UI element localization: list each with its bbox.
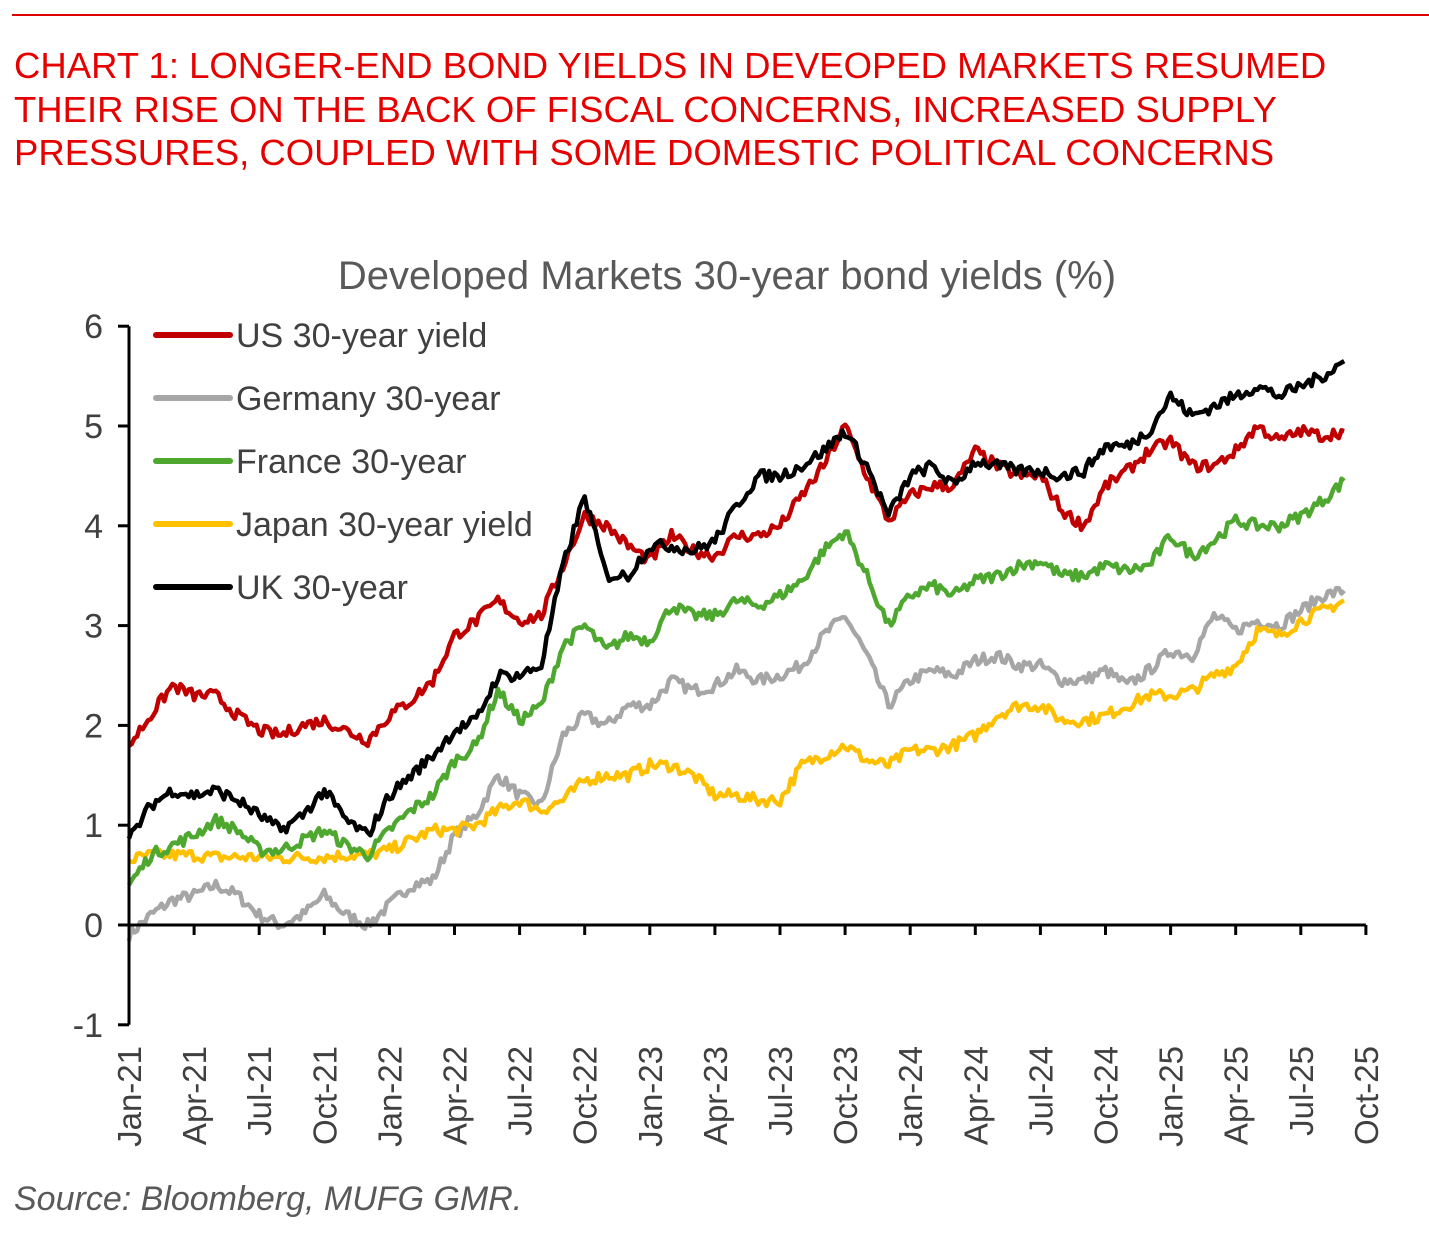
x-tick-label: Jan-24: [892, 1046, 929, 1147]
x-tick-label: Jan-22: [371, 1046, 408, 1147]
x-tick-label: Jul-25: [1283, 1046, 1320, 1136]
x-tick-label: Apr-24: [957, 1046, 994, 1145]
x-tick-label: Oct-22: [567, 1046, 604, 1145]
series-line-us-30-year-yield: [127, 422, 1345, 749]
x-tick-label: Oct-25: [1348, 1046, 1385, 1145]
y-tick-label: 4: [84, 508, 103, 546]
legend-label: France 30-year: [236, 443, 467, 481]
x-tick-label: Jul-22: [502, 1046, 539, 1136]
top-rule: [12, 14, 1429, 16]
source-note: Source: Bloomberg, MUFG GMR.: [14, 1180, 523, 1218]
series-layer: [126, 359, 1346, 942]
x-tick-label: Oct-21: [306, 1046, 343, 1145]
x-tick-label: Apr-21: [176, 1046, 213, 1145]
y-tick-label: 2: [84, 707, 103, 745]
legend-label: Germany 30-year: [236, 380, 501, 418]
y-tick-label: 3: [84, 608, 103, 646]
y-tick-label: -1: [73, 1007, 103, 1045]
chart-title: Developed Markets 30-year bond yields (%…: [338, 254, 1116, 298]
x-tick-label: Jul-24: [1022, 1046, 1059, 1136]
legend-label: US 30-year yield: [236, 317, 487, 355]
x-tick-label: Jan-23: [632, 1046, 669, 1147]
chart-headline: CHART 1: LONGER-END BOND YIELDS IN DEVEO…: [14, 45, 1327, 173]
y-tick-label: 1: [84, 807, 103, 845]
x-tick-label: Jan-25: [1153, 1046, 1190, 1147]
x-tick-label: Apr-22: [437, 1046, 474, 1145]
x-tick-label: Oct-23: [827, 1046, 864, 1145]
x-tick-label: Jul-23: [762, 1046, 799, 1136]
series-line-germany-30-year: [126, 585, 1346, 942]
legend: US 30-year yield Germany 30-year France 30…: [153, 317, 533, 607]
series-line-japan-30-year-yield: [128, 598, 1345, 865]
y-tick-label: 5: [84, 408, 103, 446]
axes: -1 0 1 2 3 4 5 6 Jan-21 Apr-21 Jul-21 Oct-21 Jan-22 A…: [73, 308, 1385, 1147]
x-tick-label: Apr-25: [1218, 1046, 1255, 1145]
x-tick-label: Oct-24: [1088, 1046, 1125, 1145]
y-tick-label: 0: [84, 907, 103, 945]
y-tick-label: 6: [84, 308, 103, 346]
x-tick-label: Jul-21: [241, 1046, 278, 1136]
series-line-uk-30-year: [126, 359, 1346, 840]
x-tick-label: Jan-21: [111, 1046, 148, 1147]
series-line-france-30-year: [127, 476, 1346, 887]
legend-label: Japan 30-year yield: [236, 506, 533, 544]
legend-label: UK 30-year: [236, 569, 408, 607]
x-tick-label: Apr-23: [697, 1046, 734, 1145]
